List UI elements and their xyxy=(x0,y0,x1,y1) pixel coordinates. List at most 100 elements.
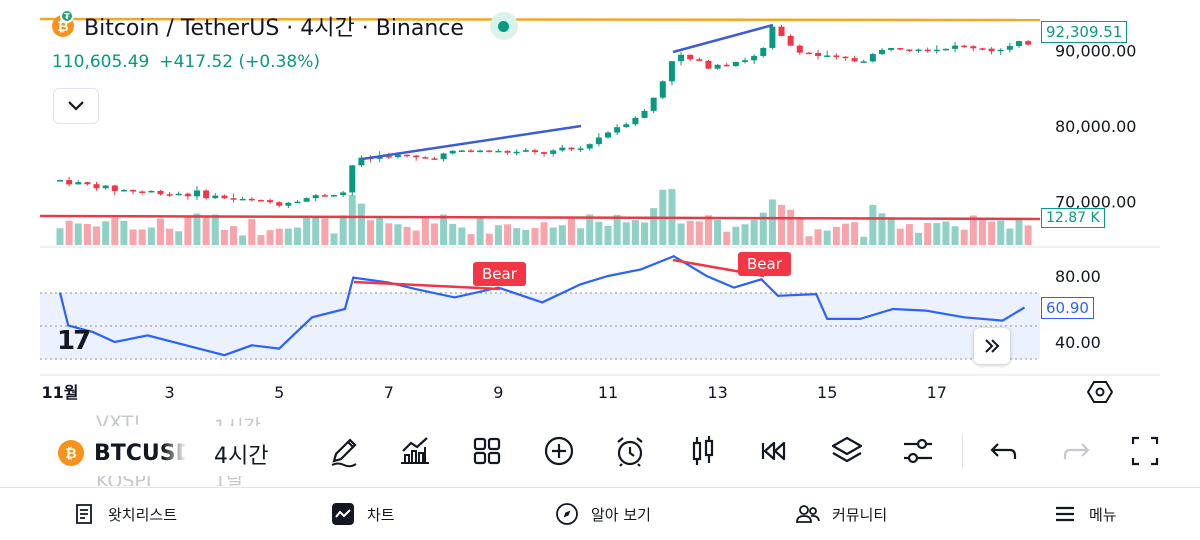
volume-bar xyxy=(65,220,73,245)
candle-body xyxy=(815,52,822,56)
scroll-to-realtime-button[interactable] xyxy=(974,328,1010,364)
time-axis-label: 13 xyxy=(707,383,727,402)
alert-icon[interactable] xyxy=(612,433,648,469)
time-axis-label: 3 xyxy=(165,383,175,402)
volume-bar xyxy=(376,216,384,245)
nav-watchlist-label: 왓치리스트 xyxy=(108,505,178,524)
ghost-interval-below: 1날 xyxy=(214,476,244,486)
candle-body xyxy=(513,151,520,154)
volume-bar xyxy=(741,224,749,245)
nav-menu[interactable]: 메뉴 xyxy=(1053,488,1117,540)
undo-icon[interactable] xyxy=(986,433,1022,469)
volume-bar xyxy=(860,236,868,245)
volume-bar xyxy=(814,229,822,245)
candle-body xyxy=(422,157,429,159)
candle-body xyxy=(632,117,639,125)
volume-bar xyxy=(988,221,996,245)
chart-legend: ₿ ₮ Bitcoin / TetherUS · 4시간 · Binance 11… xyxy=(52,9,518,72)
trend-line xyxy=(672,23,774,54)
candle-body xyxy=(349,165,356,193)
candle-body xyxy=(979,48,986,50)
candle-body xyxy=(595,137,602,145)
candle-body xyxy=(312,195,319,199)
volume-bar xyxy=(905,224,913,245)
volume-bar xyxy=(138,229,146,245)
candle-body xyxy=(742,60,748,62)
nav-community-label: 커뮤니티 xyxy=(832,505,888,524)
price-axis-label: 70,000.00 xyxy=(1055,193,1136,212)
nav-chart[interactable]: 차트 xyxy=(331,488,395,540)
chart-settings-icon[interactable] xyxy=(1087,380,1113,404)
volume-bar xyxy=(796,216,804,245)
candle-body xyxy=(997,49,1004,52)
volume-bar xyxy=(239,235,247,245)
volume-bar xyxy=(184,216,192,245)
time-axis-label: 7 xyxy=(384,383,394,402)
volume-bar xyxy=(641,222,649,245)
candle-body xyxy=(732,61,739,67)
volume-bar xyxy=(677,223,685,245)
candle-body xyxy=(659,81,666,98)
chevron-down-icon xyxy=(68,101,84,111)
candle-body xyxy=(796,45,803,53)
volume-bar xyxy=(805,236,813,245)
volume-bar xyxy=(129,229,137,245)
chart-icon xyxy=(332,503,354,525)
candle-body xyxy=(66,180,73,185)
volume-bar xyxy=(312,217,320,245)
candle-body xyxy=(824,55,831,57)
add-icon[interactable] xyxy=(541,433,577,469)
candle-body xyxy=(714,64,721,69)
draw-icon[interactable] xyxy=(326,433,362,469)
volume-bar xyxy=(293,227,301,245)
market-open-icon[interactable] xyxy=(489,12,518,40)
candle-body xyxy=(157,190,164,195)
symbol-picker[interactable]: ₿ BTCUSD xyxy=(58,440,186,466)
templates-icon[interactable] xyxy=(469,433,505,469)
candle-body xyxy=(413,155,420,158)
replay-icon[interactable] xyxy=(756,433,792,469)
volume-bar xyxy=(93,226,101,245)
candle-body xyxy=(194,190,200,197)
rsi-line xyxy=(58,254,1026,357)
watchlist-icon xyxy=(76,504,92,524)
candle-body xyxy=(175,193,182,196)
volume-bar xyxy=(622,222,630,245)
symbol-title[interactable]: Bitcoin / TetherUS · 4시간 · Binance xyxy=(84,16,464,41)
volume-bar xyxy=(513,228,521,245)
nav-explore[interactable]: 알아 보기 xyxy=(555,488,651,540)
rsi-axis-label: 80.00 xyxy=(1055,267,1101,286)
nav-community[interactable]: 커뮤니티 xyxy=(796,488,887,540)
candle-body xyxy=(705,60,712,69)
volume-bar xyxy=(841,223,849,245)
candle-body xyxy=(915,49,922,52)
candle-body xyxy=(833,55,840,57)
volume-bar xyxy=(759,212,767,245)
nav-watchlist[interactable]: 왓치리스트 xyxy=(72,488,177,540)
nav-chart-label: 차트 xyxy=(367,505,395,524)
candle-body xyxy=(267,200,274,203)
interval-picker[interactable]: 4시간 xyxy=(214,444,269,469)
volume-bar xyxy=(449,224,457,245)
candle-body xyxy=(769,26,776,48)
volume-bar xyxy=(540,222,548,245)
candle-body xyxy=(449,150,456,154)
tradingview-logo: 17 xyxy=(57,326,91,356)
volume-bar xyxy=(476,218,484,245)
chart-area[interactable]: 90,000.00 80,000.00 70,000.00 80.00 40.00 11월… xyxy=(0,0,1200,410)
candle-body xyxy=(623,124,630,128)
fullscreen-icon[interactable] xyxy=(1130,433,1160,469)
volume-badge: 12.87 K xyxy=(1041,208,1105,228)
volume-bar xyxy=(494,225,502,245)
volume-bar xyxy=(458,227,466,245)
collapse-legend-button[interactable] xyxy=(53,88,99,124)
indicators-icon[interactable] xyxy=(397,433,433,469)
candles-icon[interactable] xyxy=(685,433,721,469)
volume-bar xyxy=(1024,225,1032,245)
volume-bar xyxy=(74,223,82,245)
settings-sliders-icon[interactable] xyxy=(900,433,936,469)
candle-body xyxy=(148,190,155,193)
candle-body xyxy=(933,49,940,52)
candle-body xyxy=(678,54,685,62)
layers-icon[interactable] xyxy=(829,433,865,469)
